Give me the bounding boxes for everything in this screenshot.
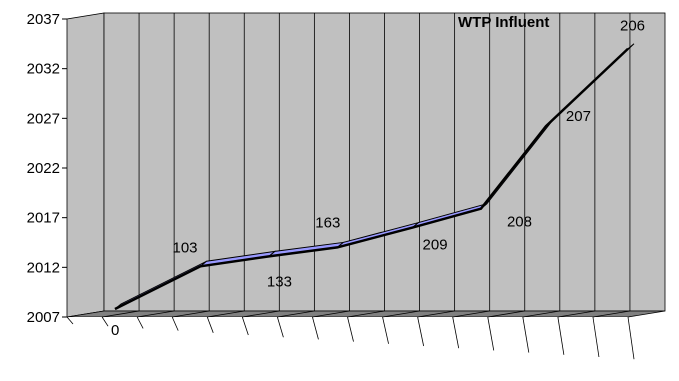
y-tick-label: 2027 xyxy=(27,110,60,127)
data-label: 163 xyxy=(315,214,340,231)
category-tick xyxy=(206,316,214,333)
floor-grid-line xyxy=(557,310,595,318)
floor-grid-line xyxy=(277,310,315,318)
floor-grid-line xyxy=(242,310,280,318)
category-tick xyxy=(171,316,179,331)
y-tick-label: 2012 xyxy=(27,259,60,276)
category-tick xyxy=(312,316,319,340)
floor-grid-line xyxy=(417,310,455,318)
category-tick xyxy=(592,316,600,358)
data-label: 0 xyxy=(111,322,119,339)
series-line xyxy=(114,43,635,311)
series-line-path xyxy=(114,47,629,311)
floor-grid-line xyxy=(382,310,420,318)
floor-front xyxy=(67,317,628,362)
y-tick-label: 2007 xyxy=(27,309,60,326)
y-tick-label: 2022 xyxy=(27,160,60,177)
category-tick xyxy=(522,316,530,353)
floor-grid-line xyxy=(101,310,140,318)
category-tick xyxy=(452,316,460,349)
category-tick xyxy=(557,316,565,355)
data-label: 133 xyxy=(267,273,292,290)
y-tick-label: 2037 xyxy=(27,11,60,28)
chart-walls xyxy=(66,12,666,362)
data-label: 206 xyxy=(620,18,645,35)
category-tick xyxy=(136,316,144,329)
category-tick xyxy=(276,316,284,338)
floor-grid-line xyxy=(522,310,560,318)
y-axis-ticks: 2007 2012 2017 2022 2027 2032 2037 xyxy=(27,11,67,326)
data-label: 209 xyxy=(423,237,448,254)
floor-grid-line xyxy=(592,310,631,318)
floor-grid-line xyxy=(347,310,385,318)
floor-grid-line xyxy=(207,310,245,318)
floor-grid-line xyxy=(137,310,175,318)
category-tick xyxy=(241,316,249,336)
side-wall xyxy=(66,12,105,318)
y-tick-label: 2017 xyxy=(27,210,60,227)
data-labels: 0 103 133 163 209 208 207 206 xyxy=(111,18,645,339)
category-tick xyxy=(417,316,425,347)
category-tick xyxy=(66,316,74,325)
category-tick xyxy=(627,316,635,360)
floor-grid-line xyxy=(172,310,210,318)
data-label: 103 xyxy=(173,239,198,256)
chart-title: WTP Influent xyxy=(458,14,549,31)
y-tick-label: 2032 xyxy=(27,61,60,78)
category-tick xyxy=(101,316,109,327)
floor-grid-line xyxy=(452,310,490,318)
category-tick xyxy=(487,316,495,351)
category-tick xyxy=(382,316,389,344)
floor-grid-line xyxy=(312,310,350,318)
category-tick xyxy=(347,316,354,342)
floor-grid-line xyxy=(487,310,525,318)
data-label: 207 xyxy=(566,108,591,125)
data-label: 208 xyxy=(507,214,532,231)
